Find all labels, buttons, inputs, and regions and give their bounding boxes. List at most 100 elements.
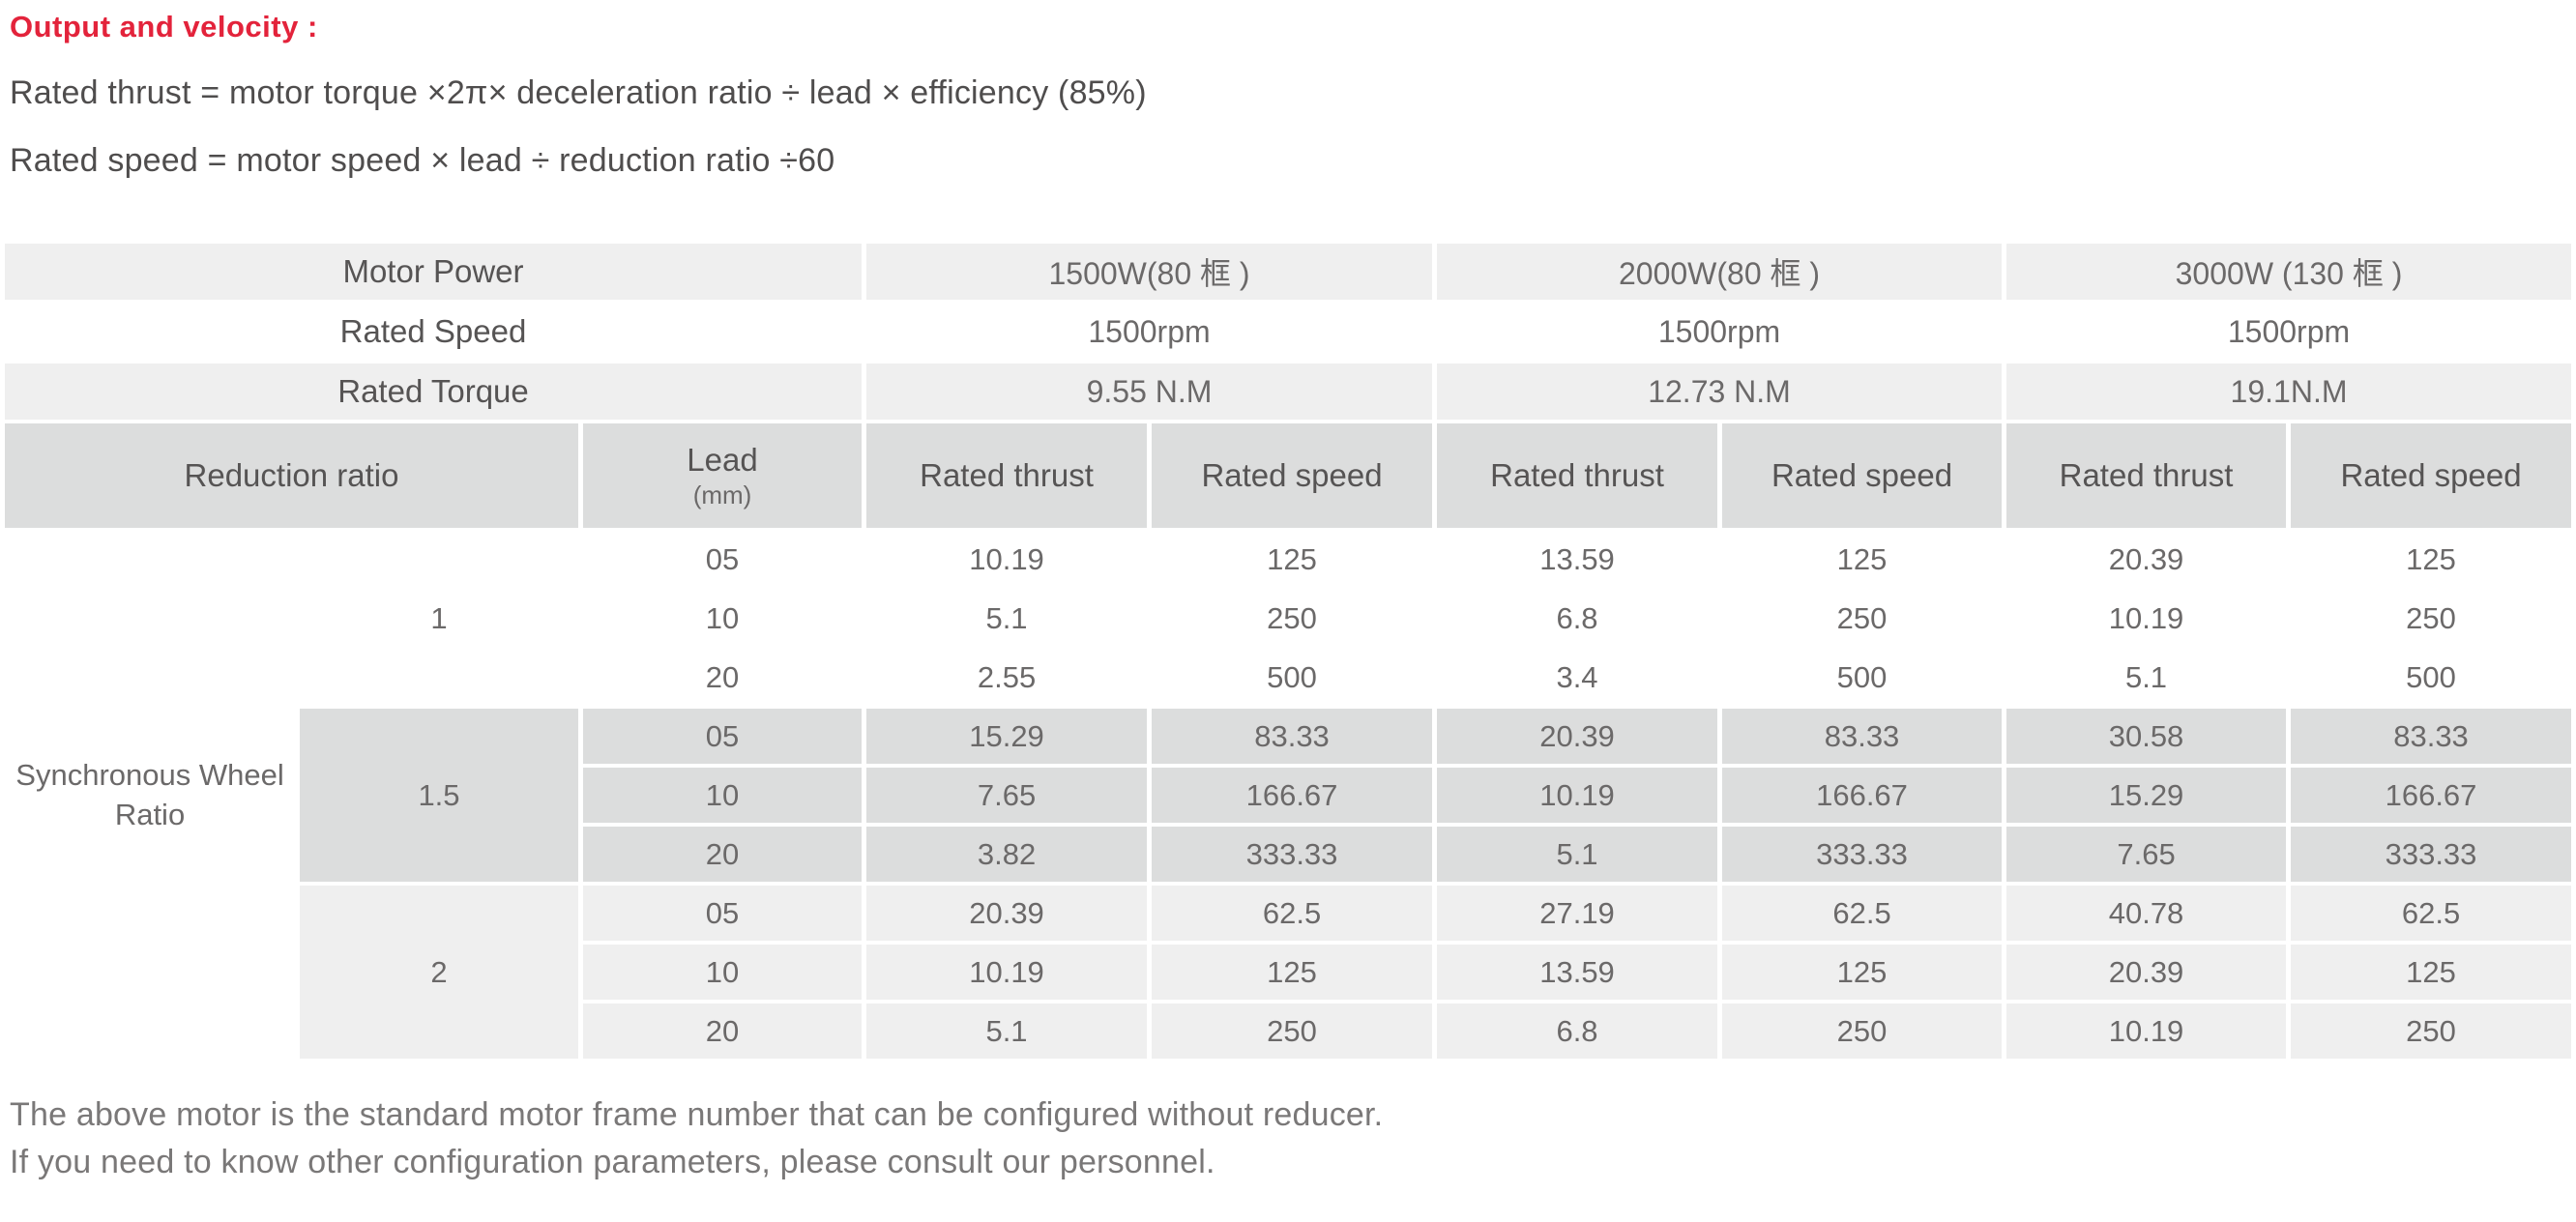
lead-cell: 05: [583, 886, 863, 941]
ratio-cell-1: 1: [300, 532, 578, 705]
table-row: 20 2.55 500 3.4 500 5.1 500: [5, 650, 2572, 705]
lead-cell: 05: [583, 532, 863, 587]
speed-cell: 83.33: [2291, 709, 2572, 764]
lead-cell: 20: [583, 827, 863, 882]
lead-cell: 05: [583, 709, 863, 764]
thrust-cell: 5.1: [1437, 827, 1718, 882]
motor-power-value-1: 1500W(80 框 ): [866, 244, 1433, 300]
speed-cell: 333.33: [2291, 827, 2572, 882]
lead-cell: 10: [583, 945, 863, 1000]
thrust-cell: 10.19: [1437, 768, 1718, 823]
thrust-cell: 5.1: [2006, 650, 2287, 705]
speed-cell: 250: [2291, 591, 2572, 646]
speed-cell: 62.5: [1152, 886, 1433, 941]
rated-speed-label: Rated Speed: [5, 304, 863, 360]
speed-cell: 62.5: [1722, 886, 2003, 941]
table-row: 10 10.19 125 13.59 125 20.39 125: [5, 945, 2572, 1000]
row-group-label: Synchronous Wheel Ratio: [5, 532, 295, 1059]
thrust-cell: 5.1: [866, 1004, 1148, 1059]
lead-cell: 10: [583, 768, 863, 823]
speed-cell: 500: [2291, 650, 2572, 705]
speed-cell: 83.33: [1152, 709, 1433, 764]
rated-speed-value-1: 1500rpm: [866, 304, 1433, 360]
col-header-speed-2: Rated speed: [1722, 423, 2003, 528]
col-header-thrust-3: Rated thrust: [2006, 423, 2287, 528]
thrust-cell: 13.59: [1437, 532, 1718, 587]
table-row: Synchronous Wheel Ratio 1 05 10.19 125 1…: [5, 532, 2572, 1059]
col-header-reduction-ratio: Reduction ratio: [5, 423, 578, 528]
col-header-speed-3: Rated speed: [2291, 423, 2572, 528]
row-rated-torque: Rated Torque 9.55 N.M 12.73 N.M 19.1N.M: [5, 364, 2572, 420]
lead-label: Lead: [687, 441, 758, 478]
section-title: Output and velocity :: [10, 10, 318, 44]
spec-sheet: Output and velocity : Rated thrust = mot…: [0, 10, 2576, 1185]
thrust-cell: 2.55: [866, 650, 1148, 705]
thrust-cell: 10.19: [866, 945, 1148, 1000]
rated-torque-label: Rated Torque: [5, 364, 863, 420]
lead-cell: 20: [583, 1004, 863, 1059]
speed-cell: 333.33: [1722, 827, 2003, 882]
thrust-cell: 15.29: [866, 709, 1148, 764]
speed-cell: 250: [1152, 591, 1433, 646]
thrust-cell: 3.82: [866, 827, 1148, 882]
table-row: 1.5 05 15.29 83.33 20.39 83.33 30.58 83.…: [5, 709, 2572, 882]
rated-speed-value-3: 1500rpm: [2006, 304, 2572, 360]
table-row: 20 5.1 250 6.8 250 10.19 250: [5, 1004, 2572, 1059]
speed-cell: 125: [2291, 945, 2572, 1000]
rated-speed-value-2: 1500rpm: [1437, 304, 2003, 360]
rated-torque-value-1: 9.55 N.M: [866, 364, 1433, 420]
note-line-2: If you need to know other configuration …: [10, 1143, 1215, 1180]
footer-notes: The above motor is the standard motor fr…: [10, 1091, 2576, 1185]
thrust-cell: 20.39: [866, 886, 1148, 941]
speed-cell: 250: [1722, 1004, 2003, 1059]
thrust-cell: 3.4: [1437, 650, 1718, 705]
col-header-speed-1: Rated speed: [1152, 423, 1433, 528]
thrust-cell: 30.58: [2006, 709, 2287, 764]
speed-cell: 62.5: [2291, 886, 2572, 941]
col-header-thrust-1: Rated thrust: [866, 423, 1148, 528]
speed-cell: 250: [1722, 591, 2003, 646]
lead-cell: 20: [583, 650, 863, 705]
thrust-cell: 15.29: [2006, 768, 2287, 823]
speed-cell: 250: [2291, 1004, 2572, 1059]
thrust-cell: 10.19: [866, 532, 1148, 587]
speed-cell: 166.67: [1152, 768, 1433, 823]
ratio-cell-1-5: 1.5: [300, 709, 578, 882]
speed-cell: 500: [1722, 650, 2003, 705]
thrust-cell: 20.39: [2006, 532, 2287, 587]
thrust-cell: 20.39: [2006, 945, 2287, 1000]
speed-cell: 250: [1152, 1004, 1433, 1059]
thrust-cell: 7.65: [866, 768, 1148, 823]
speed-cell: 166.67: [2291, 768, 2572, 823]
lead-cell: 10: [583, 591, 863, 646]
speed-cell: 125: [1152, 945, 1433, 1000]
speed-cell: 500: [1152, 650, 1433, 705]
table-row: 10 5.1 250 6.8 250 10.19 250: [5, 591, 2572, 646]
formula-rated-speed: Rated speed = motor speed × lead ÷ reduc…: [10, 142, 835, 179]
thrust-cell: 5.1: [866, 591, 1148, 646]
lead-unit-label: (mm): [692, 480, 752, 509]
thrust-cell: 13.59: [1437, 945, 1718, 1000]
formula-rated-thrust: Rated thrust = motor torque ×2π× deceler…: [10, 74, 1147, 111]
thrust-cell: 10.19: [2006, 1004, 2287, 1059]
spec-table: Motor Power 1500W(80 框 ) 2000W(80 框 ) 30…: [0, 240, 2576, 1062]
note-line-1: The above motor is the standard motor fr…: [10, 1096, 1384, 1133]
table-row: 20 3.82 333.33 5.1 333.33 7.65 333.33: [5, 827, 2572, 882]
thrust-cell: 7.65: [2006, 827, 2287, 882]
speed-cell: 125: [1722, 532, 2003, 587]
motor-power-label: Motor Power: [5, 244, 863, 300]
thrust-cell: 6.8: [1437, 1004, 1718, 1059]
speed-cell: 166.67: [1722, 768, 2003, 823]
speed-cell: 333.33: [1152, 827, 1433, 882]
thrust-cell: 6.8: [1437, 591, 1718, 646]
thrust-cell: 40.78: [2006, 886, 2287, 941]
thrust-cell: 10.19: [2006, 591, 2287, 646]
motor-power-value-3: 3000W (130 框 ): [2006, 244, 2572, 300]
col-header-thrust-2: Rated thrust: [1437, 423, 1718, 528]
ratio-cell-2: 2: [300, 886, 578, 1059]
rated-torque-value-3: 19.1N.M: [2006, 364, 2572, 420]
speed-cell: 125: [2291, 532, 2572, 587]
table-row: 10 7.65 166.67 10.19 166.67 15.29 166.67: [5, 768, 2572, 823]
table-row: 2 05 20.39 62.5 27.19 62.5 40.78 62.5: [5, 886, 2572, 1059]
thrust-cell: 20.39: [1437, 709, 1718, 764]
